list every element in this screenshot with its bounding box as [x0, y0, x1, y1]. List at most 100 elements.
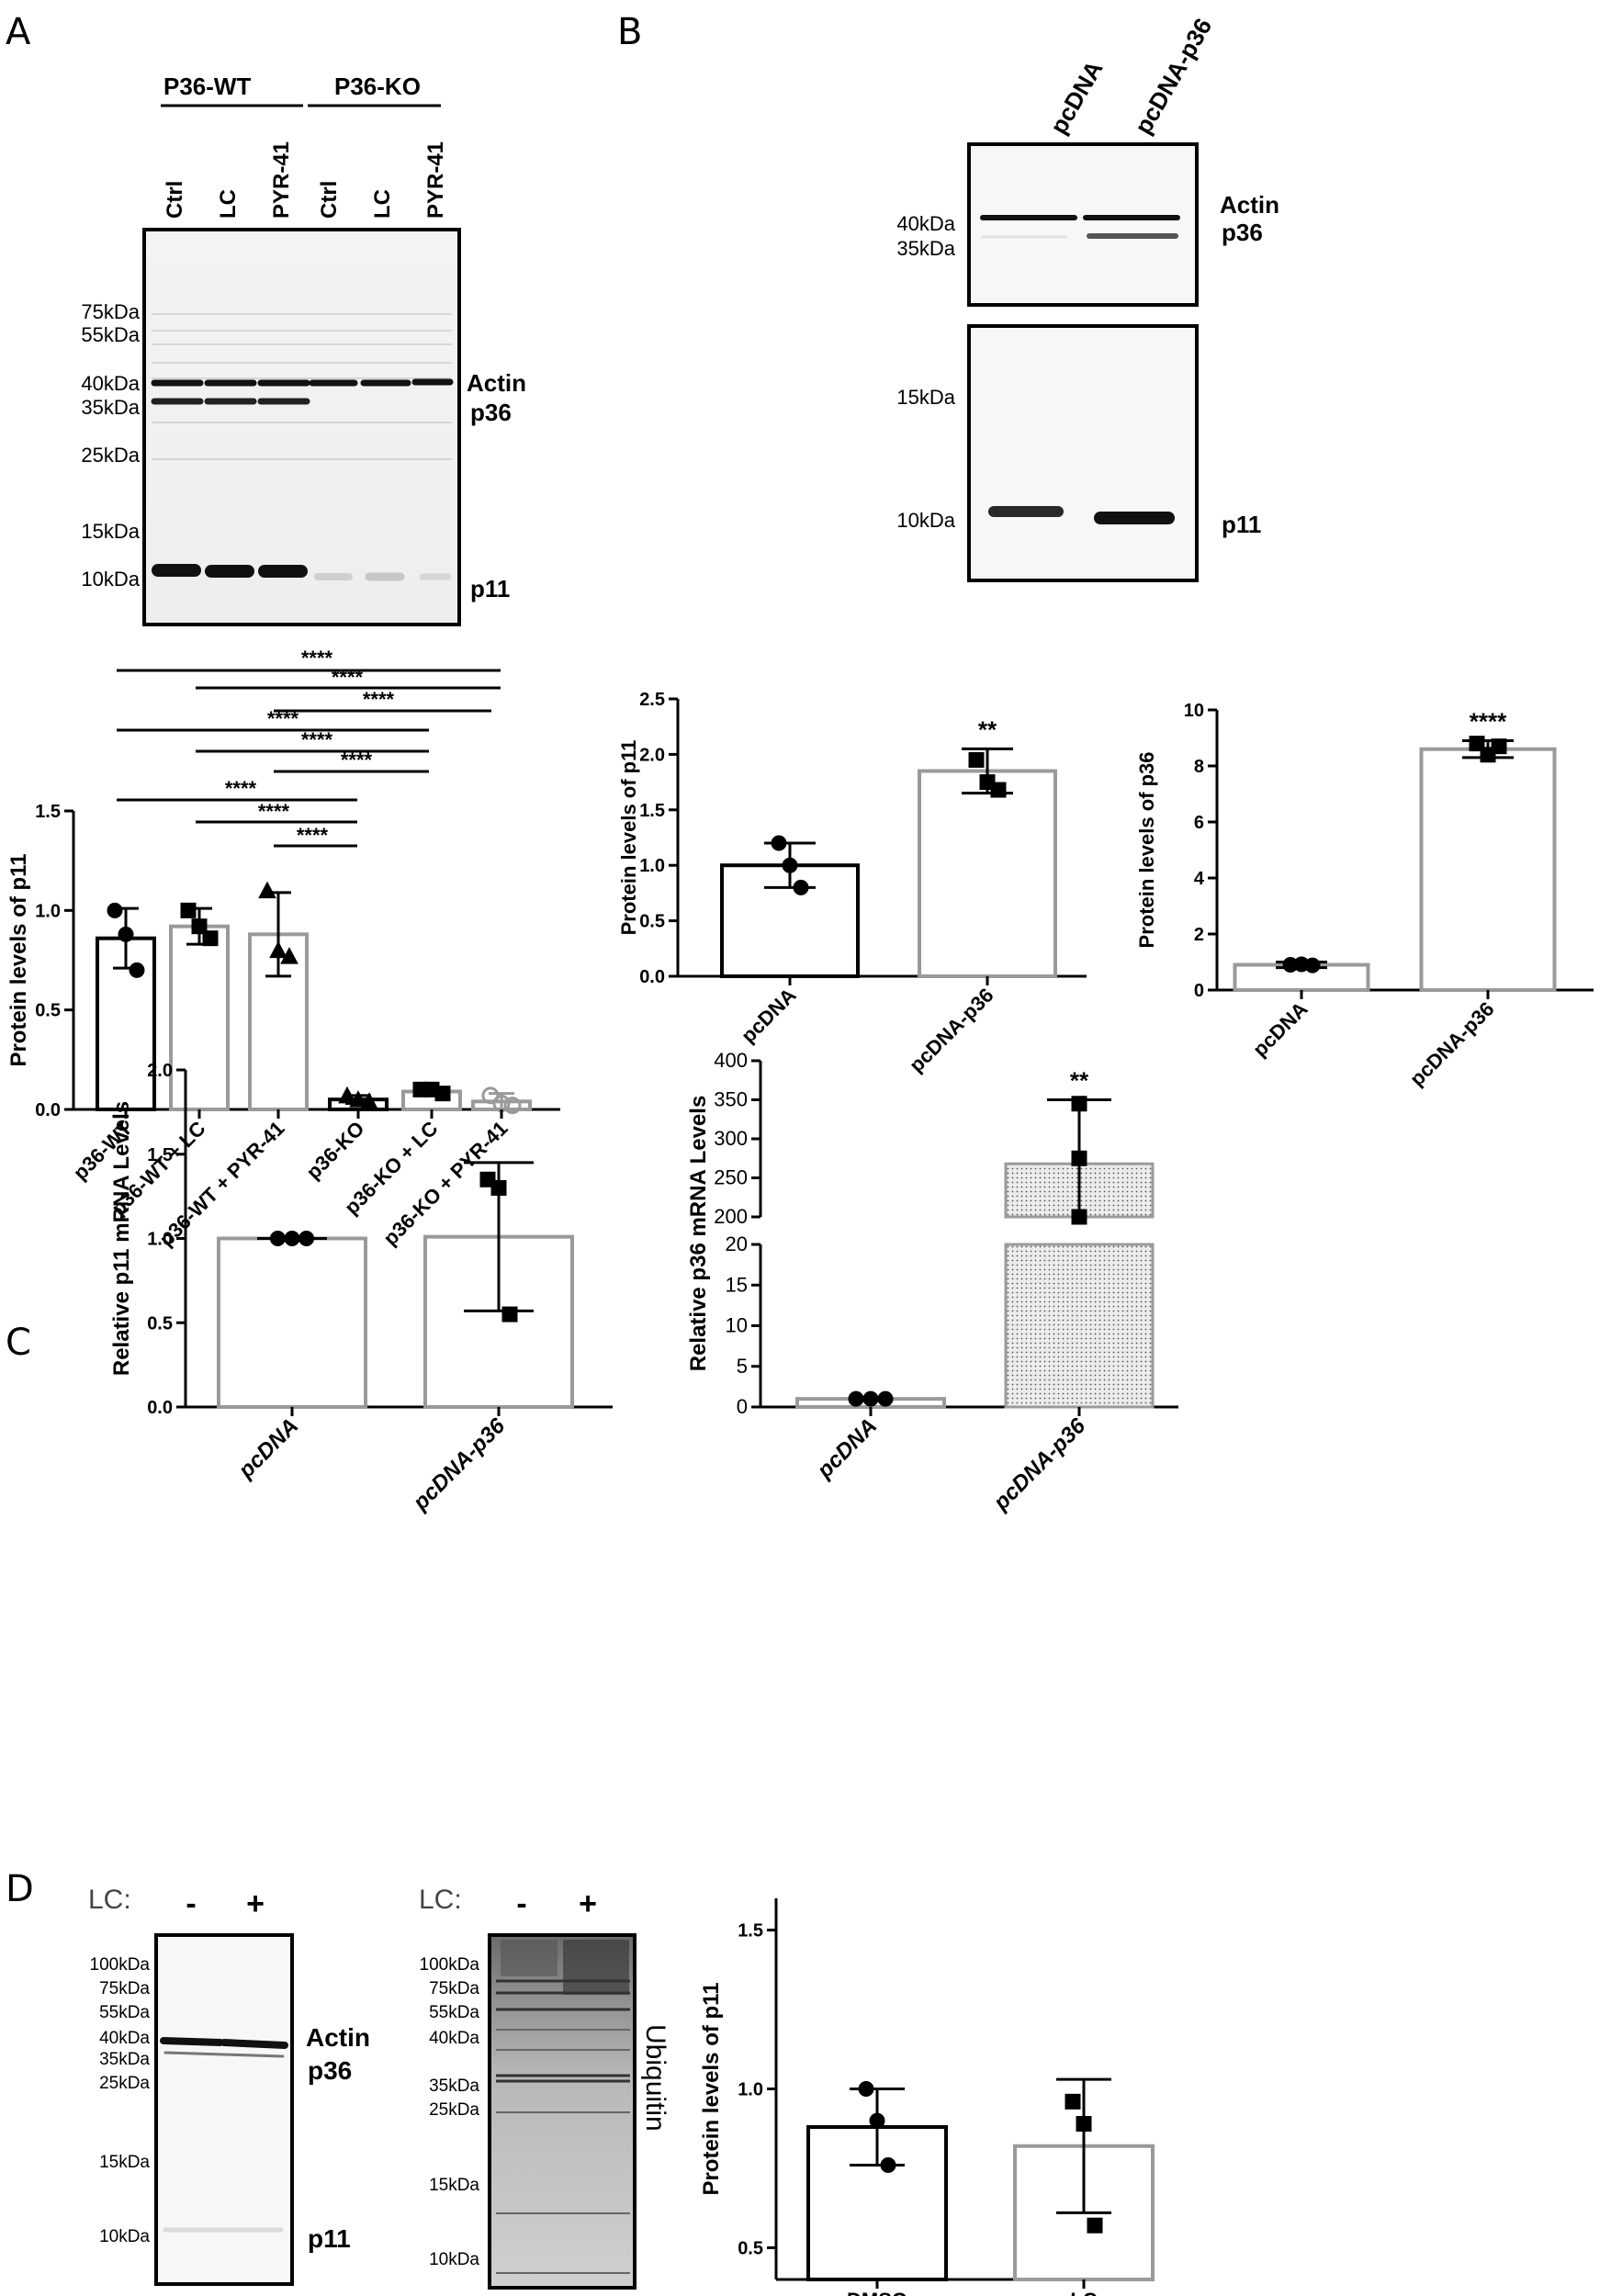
data-point: [782, 857, 798, 873]
y-axis-label: Relative p11 mRNA Levels: [109, 1101, 134, 1376]
mw-marker: 40kDa: [896, 212, 955, 235]
mw-marker: 35kDa: [896, 237, 955, 260]
data-point: [107, 902, 123, 918]
mw-marker: 35kDa: [99, 2050, 150, 2069]
sig-label: ****: [297, 824, 329, 847]
data-point: [1071, 1150, 1087, 1166]
lc-label: LC:: [88, 1885, 131, 1915]
x-tick-label: p36-KO: [302, 1117, 369, 1184]
data-point: [1087, 2217, 1103, 2234]
lc-sign: -: [516, 1886, 526, 1921]
data-point: [869, 2112, 885, 2129]
sig-label: ****: [258, 800, 290, 823]
band-label-actin: Actin: [1220, 191, 1279, 219]
data-point: [118, 926, 134, 942]
x-tick-label: pcDNA: [737, 984, 801, 1048]
panel-label-d: D: [6, 1868, 34, 1910]
mw-marker: 75kDa: [429, 1979, 479, 1998]
data-point: [280, 947, 299, 964]
data-point: [503, 1097, 522, 1115]
y-axis-label: Protein levels of p11: [6, 853, 31, 1066]
y-tick-label: 1.5: [147, 1145, 173, 1165]
data-point: [1065, 2093, 1081, 2110]
y-axis-label: Protein levels of p11: [617, 740, 640, 936]
mw-marker: 15kDa: [99, 2153, 150, 2172]
y-tick-label: 5: [737, 1355, 748, 1378]
y-tick-label: 2.0: [147, 1061, 173, 1081]
data-point: [299, 1231, 315, 1246]
data-point: [968, 751, 985, 768]
sig-label: ****: [332, 666, 364, 689]
lane-label: PYR-41: [269, 141, 294, 219]
blot-frame: [154, 1933, 294, 2286]
data-point: [1071, 1096, 1087, 1112]
lane-label: LC: [216, 189, 241, 219]
mw-marker: 25kDa: [429, 2100, 479, 2120]
mw-marker: 55kDa: [81, 323, 140, 346]
significance-label: **: [978, 715, 997, 743]
data-point: [858, 2081, 874, 2097]
group-label-wt: P36-WT: [163, 73, 251, 100]
mw-marker: 75kDa: [99, 1979, 150, 1998]
mw-marker: 15kDa: [81, 520, 140, 543]
mw-marker: 15kDa: [429, 2176, 479, 2195]
panel-label-a: A: [6, 11, 31, 53]
x-tick-label: pcDNA-p36: [408, 1413, 511, 1516]
group-label-ko: P36-KO: [334, 73, 421, 100]
data-point: [1491, 738, 1507, 755]
mw-marker: 25kDa: [99, 2074, 150, 2093]
data-point: [129, 962, 145, 978]
mw-marker: 75kDa: [81, 300, 140, 323]
data-point: [490, 1179, 507, 1196]
data-point: [862, 1390, 879, 1407]
band-label-p11: p11: [308, 2224, 351, 2253]
data-point: [880, 2157, 896, 2173]
lc-sign: -: [186, 1886, 196, 1921]
y-tick-label: 0.5: [35, 1001, 61, 1021]
data-point: [501, 1306, 518, 1322]
data-point: [434, 1086, 451, 1102]
data-point: [771, 835, 787, 851]
data-point: [1071, 1209, 1087, 1225]
data-point: [202, 930, 219, 947]
mw-marker: 10kDa: [896, 509, 955, 532]
y-axis-label: Protein levels of p11: [699, 1982, 724, 2195]
x-tick-label: pcDNA-p36: [988, 1413, 1091, 1516]
blot-frame: [967, 142, 1199, 307]
band-label-actin: Actin: [306, 2023, 370, 2052]
bar: [169, 924, 230, 1112]
mw-marker: 15kDa: [896, 386, 955, 409]
mw-marker: 100kDa: [420, 1955, 480, 1975]
chart-d-p11: 0.5 1.0 1.5 Protein levels of p11 DMSO LC: [699, 1898, 1155, 2296]
x-tick-label: pcDNA: [812, 1413, 882, 1483]
ubiquitin-label: Ubiquitin: [640, 2024, 670, 2132]
lc-sign: +: [579, 1886, 597, 1921]
bar: [217, 1236, 367, 1409]
x-tick-label: pcDNA-p36: [1405, 997, 1499, 1091]
mw-marker: 55kDa: [99, 2003, 150, 2022]
y-tick-label: 400: [714, 1049, 748, 1072]
mw-marker: 55kDa: [429, 2003, 479, 2022]
data-point: [848, 1390, 864, 1407]
y-tick-label: 0.0: [147, 1398, 173, 1418]
data-point: [269, 940, 287, 959]
y-tick-label: 0.5: [639, 912, 665, 932]
data-point: [360, 1092, 378, 1109]
y-tick-label: 0.5: [738, 2238, 763, 2258]
chart-c-p36-mrna: 0 5 10 15 20 200 250 300 350 400 Relative p36 mRNA…: [686, 1049, 1178, 1515]
y-tick-label: 0: [1194, 981, 1204, 1001]
lane-label: pcDNA: [1044, 56, 1108, 139]
x-tick-label: pcDNA: [1248, 997, 1312, 1062]
chart-c-p11-mrna: 0.0 0.5 1.0 1.5 2.0 Relative p11 mRNA Levels p…: [109, 1061, 613, 1515]
y-tick-label: 2.0: [639, 745, 665, 765]
sig-label: ****: [225, 777, 257, 800]
y-tick-label: 1.5: [35, 802, 61, 822]
y-tick-label: 2: [1194, 925, 1204, 945]
y-tick-label: 200: [714, 1205, 748, 1228]
data-point: [269, 1231, 286, 1246]
sig-label: ****: [301, 647, 333, 670]
band-label-p11: p11: [1222, 511, 1261, 538]
y-tick-label: 350: [714, 1088, 748, 1111]
blot-frame: [142, 228, 461, 626]
band-label-p36: p36: [308, 2056, 352, 2085]
